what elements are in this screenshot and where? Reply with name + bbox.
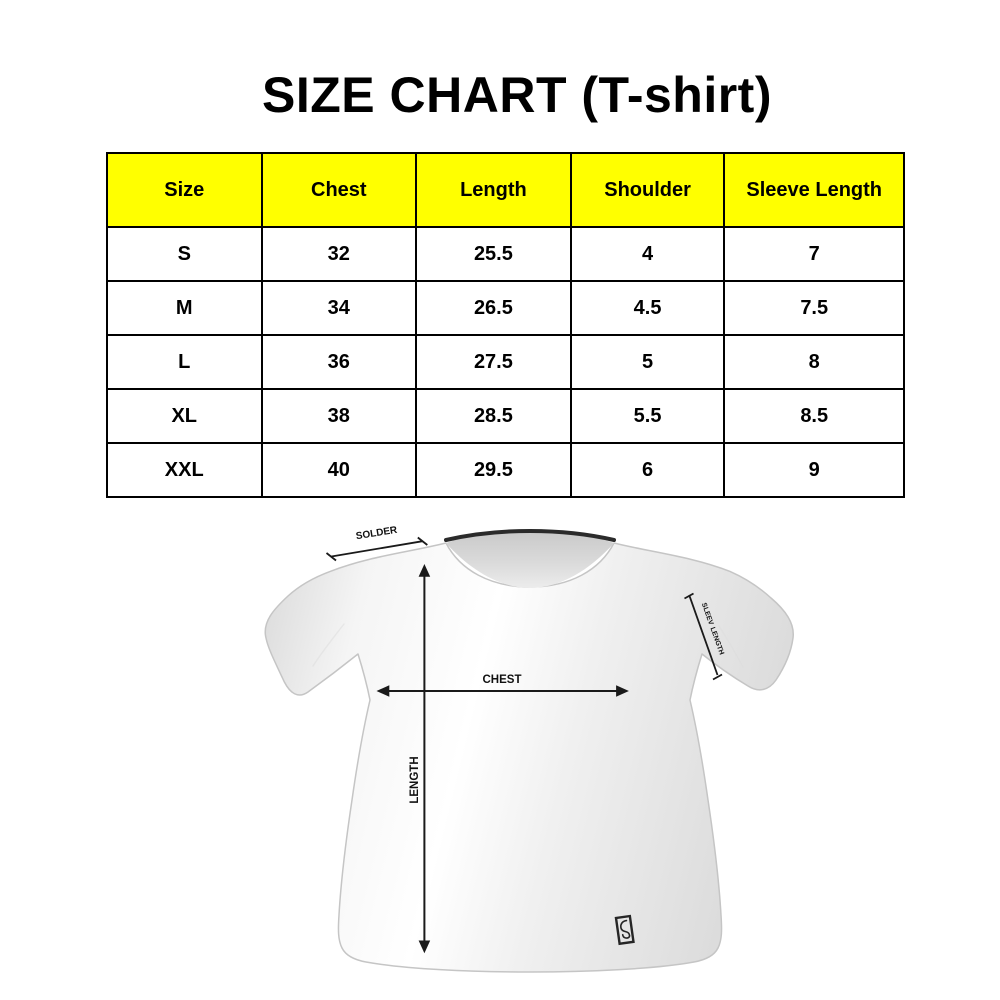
svg-text:CHEST: CHEST	[483, 674, 522, 686]
svg-text:SOLDER: SOLDER	[355, 525, 399, 543]
svg-text:LENGTH: LENGTH	[409, 756, 421, 803]
